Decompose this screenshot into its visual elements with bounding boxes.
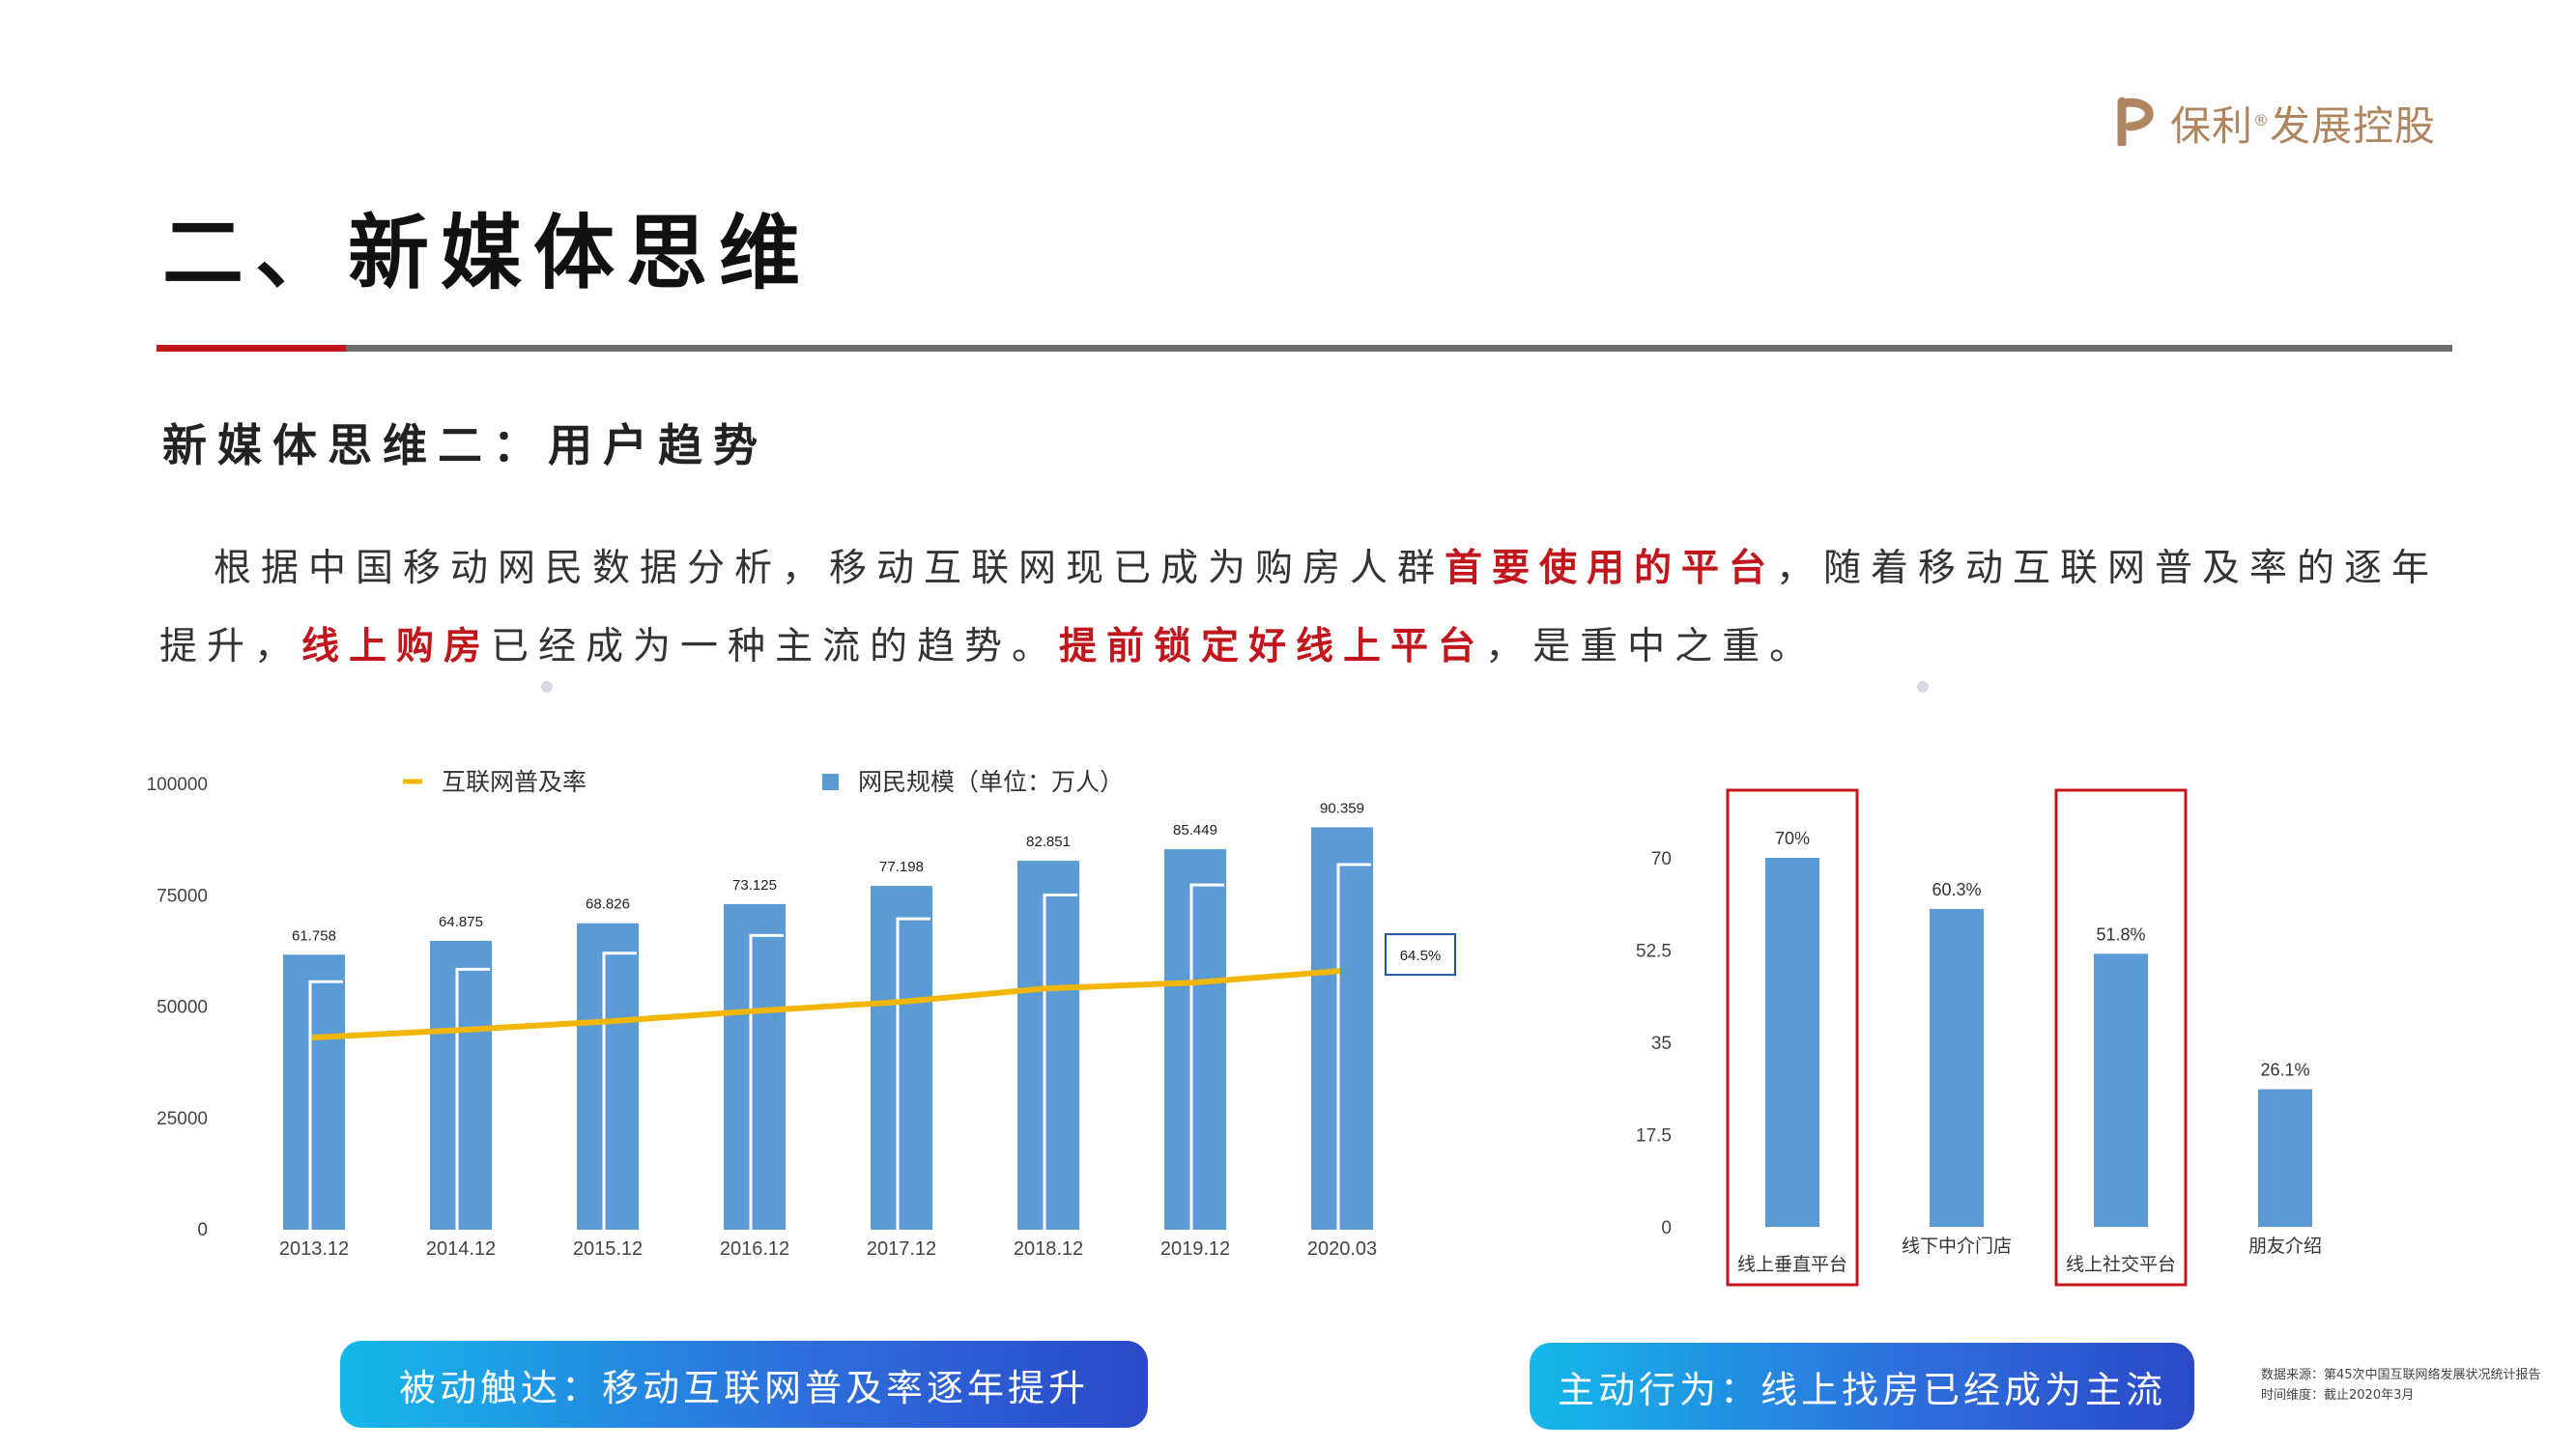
y-tick-label: 35 xyxy=(1651,1034,1672,1054)
logo-text: 保利®发展控股 xyxy=(2170,102,2437,150)
bar-netizens xyxy=(1164,849,1226,1230)
x-tick-label: 2020.03 xyxy=(1307,1238,1377,1260)
decorative-dot xyxy=(1917,681,1929,693)
paragraph-highlight: 首要使用的平台 xyxy=(1445,546,1777,590)
bar-netizens xyxy=(1017,861,1079,1230)
bar-value-label: 77.198 xyxy=(879,859,924,875)
x-tick-label: 线上垂直平台 xyxy=(1737,1254,1847,1275)
bar-inner-outline xyxy=(1336,863,1371,1230)
line-end-label-box xyxy=(1385,933,1456,977)
x-tick-label: 2015.12 xyxy=(573,1238,643,1260)
x-tick-label: 2016.12 xyxy=(720,1238,789,1260)
bar-inner-outline xyxy=(455,967,490,1230)
title-divider xyxy=(157,345,2452,352)
bar-value-label: 64.875 xyxy=(439,914,483,930)
bar-value-label: 73.125 xyxy=(732,877,777,894)
source-line: 数据来源：第45次中国互联网络发展状况统计报告 xyxy=(2261,1368,2541,1382)
bar-netizens xyxy=(1311,827,1373,1230)
bar-value-label: 68.826 xyxy=(586,896,630,913)
x-tick-label: 2019.12 xyxy=(1160,1238,1230,1260)
bar-inner-outline xyxy=(1189,883,1224,1230)
line-end-label: 64.5% xyxy=(1400,948,1442,964)
paragraph-text: ，是重中之重。 xyxy=(1485,625,1818,668)
bar-inner-outline xyxy=(308,980,343,1230)
bar-netizens xyxy=(283,954,345,1230)
company-logo: 保利®发展控股 xyxy=(2116,92,2445,150)
section-subtitle: 新媒体思维二：用户趋势 xyxy=(162,419,768,471)
bar-netizens xyxy=(724,903,786,1230)
legend-square-marker xyxy=(822,774,839,790)
highlight-frame xyxy=(1726,788,1859,1287)
y-tick-label: 70 xyxy=(1651,849,1672,869)
paragraph-text: ，随着移动互联网普及率的逐年提升， xyxy=(159,547,2440,668)
bar-value-label: 70% xyxy=(1775,829,1810,848)
bar-value-label: 26.1% xyxy=(2260,1061,2309,1080)
x-tick-label: 2014.12 xyxy=(426,1238,496,1260)
period-line: 时间维度：截止2020年3月 xyxy=(2261,1388,2415,1403)
bar-netizens xyxy=(577,923,639,1230)
line-penetration-rate xyxy=(311,968,1341,1041)
house-search-channel-chart: 70 52.5 35 17.5 0 70% 线上垂直平台 60.3% 线下中介门店 51.8% 线上… xyxy=(1636,788,2322,1287)
bar-value-label: 61.758 xyxy=(292,927,336,944)
x-tick-label: 线下中介门店 xyxy=(1902,1236,2012,1257)
bar-inner-outline xyxy=(896,917,930,1230)
y-tick-label: 52.5 xyxy=(1636,942,1672,962)
bar-value-label: 60.3% xyxy=(1932,880,1981,899)
decorative-dot xyxy=(541,681,553,693)
y-tick-label: 100000 xyxy=(147,775,208,795)
y-tick-label: 50000 xyxy=(157,998,208,1018)
x-tick-label: 线上社交平台 xyxy=(2066,1254,2176,1275)
data-source-note: 数据来源：第45次中国互联网络发展状况统计报告 时间维度：截止2020年3月 xyxy=(2261,1365,2541,1406)
y-tick-label: 0 xyxy=(1661,1218,1672,1238)
active-behavior-banner: 主动行为：线上找房已经成为主流 xyxy=(1530,1343,2194,1430)
x-tick-label: 朋友介绍 xyxy=(2248,1236,2322,1257)
bar-channel xyxy=(2258,1089,2312,1227)
bar-channel xyxy=(2094,953,2148,1227)
y-tick-label: 0 xyxy=(197,1220,208,1240)
bar-inner-outline xyxy=(602,952,637,1230)
bar-inner-outline xyxy=(1043,894,1077,1230)
paragraph-text: 根据中国移动网民数据分析，移动互联网现已成为购房人群 xyxy=(214,547,1445,590)
bar-value-label: 82.851 xyxy=(1026,834,1071,850)
x-tick-label: 2018.12 xyxy=(1014,1238,1083,1260)
legend-label: 互联网普及率 xyxy=(442,769,587,796)
page-title: 二、新媒体思维 xyxy=(162,205,813,300)
bar-channel xyxy=(1930,908,1984,1227)
paragraph-highlight: 提前锁定好线上平台 xyxy=(1059,624,1486,668)
y-tick-label: 75000 xyxy=(157,886,208,906)
paragraph-highlight: 线上购房 xyxy=(301,624,492,668)
logo-mark-icon xyxy=(2117,97,2154,146)
paragraph-text: 已经成为一种主流的趋势。 xyxy=(491,625,1060,668)
bar-channel xyxy=(1765,858,1819,1227)
bar-value-label: 51.8% xyxy=(2096,924,2145,944)
x-tick-label: 2013.12 xyxy=(279,1238,349,1260)
body-paragraph: 根据中国移动网民数据分析，移动互联网现已成为购房人群首要使用的平台，随着移动互联… xyxy=(159,529,2449,686)
bar-netizens xyxy=(430,940,492,1230)
passive-reach-banner: 被动触达：移动互联网普及率逐年提升 xyxy=(340,1341,1148,1428)
legend-label: 网民规模（单位：万人） xyxy=(858,769,1124,796)
y-tick-label: 25000 xyxy=(157,1109,208,1129)
highlight-frame xyxy=(2054,788,2188,1287)
title-divider-accent xyxy=(157,345,346,352)
bar-inner-outline xyxy=(749,933,784,1230)
bar-value-label: 85.449 xyxy=(1173,822,1217,838)
bar-netizens xyxy=(871,886,932,1230)
bar-value-label: 90.359 xyxy=(1320,800,1364,816)
x-tick-label: 2017.12 xyxy=(867,1238,936,1260)
internet-users-chart: 互联网普及率 网民规模（单位：万人） 100000 75000 50000 25000 0 6… xyxy=(147,769,1456,1260)
y-tick-label: 17.5 xyxy=(1636,1126,1672,1147)
